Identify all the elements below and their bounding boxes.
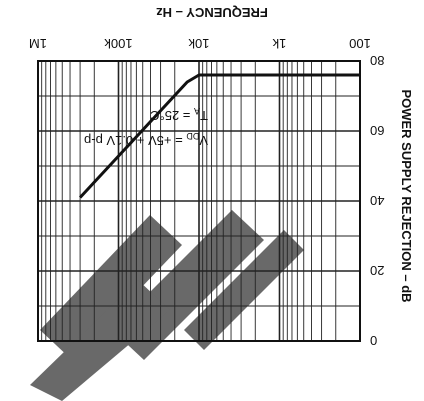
grid [38, 61, 361, 341]
psr-curve [79, 73, 360, 199]
y-axis-title: POWER SUPPLY REJECTION – dB [399, 89, 414, 302]
annotation: VDD = +5V + 0.1V p-p TA = 25°C [84, 106, 208, 148]
x-axis-title: FREQUENCY – Hz [156, 5, 268, 20]
plot-frame [37, 60, 361, 342]
annotation-line-ta: TA = 25°C [150, 106, 208, 123]
x-tick-label: 100 [349, 36, 371, 51]
x-tick-label: 1M [29, 36, 47, 51]
y-tick-label: 40 [370, 193, 384, 208]
y-tick-label: 60 [370, 123, 384, 138]
x-tick-label: 10k [188, 36, 209, 51]
y-tick-label: 20 [370, 263, 384, 278]
x-tick-label: 1k [272, 36, 286, 51]
y-tick-label: 80 [370, 53, 384, 68]
y-tick-label: 0 [370, 333, 377, 348]
x-tick-label: 100k [104, 36, 133, 51]
annotation-line-vdd: VDD = +5V + 0.1V p-p [84, 131, 208, 148]
